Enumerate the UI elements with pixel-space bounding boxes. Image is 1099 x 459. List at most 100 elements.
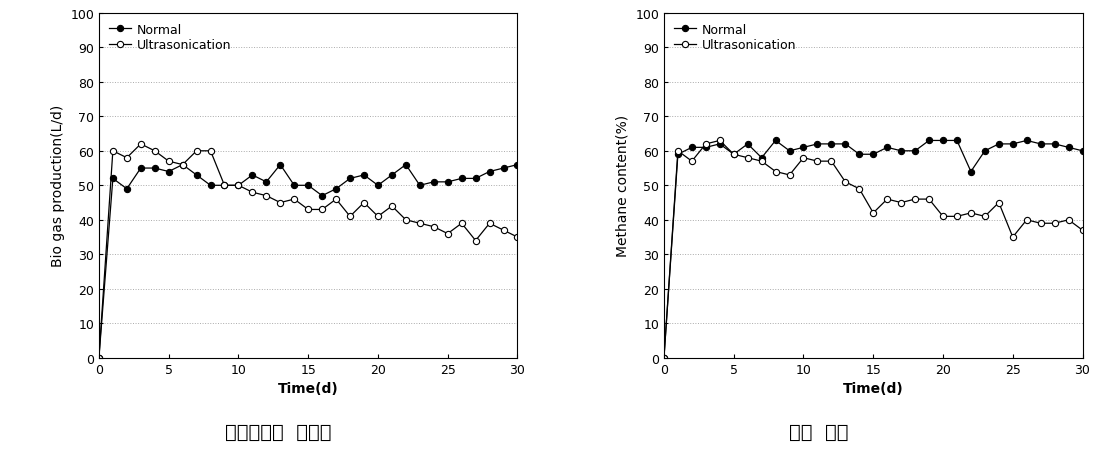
Ultrasonication (176, 162, 189, 168)
Normal (107, 176, 120, 182)
Ultrasonication (288, 197, 301, 202)
Y-axis label: Methane content(%): Methane content(%) (615, 115, 630, 257)
Ultrasonication (1007, 235, 1020, 241)
Ultrasonication (699, 142, 712, 147)
Normal (259, 180, 273, 185)
Ultrasonication (232, 183, 245, 189)
Normal (824, 142, 837, 147)
Ultrasonication (853, 186, 866, 192)
Normal (455, 176, 468, 182)
Line: Ultrasonication: Ultrasonication (660, 138, 1086, 361)
Ultrasonication (936, 214, 950, 220)
Normal (92, 355, 106, 361)
Ultrasonication (713, 139, 726, 144)
Text: 바이오가스  발생량: 바이오가스 발생량 (225, 422, 331, 441)
Ultrasonication (922, 197, 935, 202)
Normal (1007, 142, 1020, 147)
Normal (867, 152, 880, 158)
Ultrasonication (357, 200, 370, 206)
Normal (246, 173, 259, 178)
Ultrasonication (330, 197, 343, 202)
Ultrasonication (428, 224, 441, 230)
Normal (497, 166, 510, 172)
Ultrasonication (686, 159, 699, 165)
Ultrasonication (413, 221, 426, 227)
Normal (399, 162, 412, 168)
Normal (936, 139, 950, 144)
Normal (386, 173, 399, 178)
Ultrasonication (811, 159, 824, 165)
Ultrasonication (909, 197, 922, 202)
Line: Normal: Normal (660, 138, 1086, 361)
Normal (441, 180, 454, 185)
Normal (428, 180, 441, 185)
Normal (190, 173, 203, 178)
Normal (413, 183, 426, 189)
Ultrasonication (951, 214, 964, 220)
Ultrasonication (92, 355, 106, 361)
Normal (671, 152, 685, 158)
Ultrasonication (259, 194, 273, 199)
Ultrasonication (107, 149, 120, 154)
Ultrasonication (992, 200, 1006, 206)
Normal (895, 149, 908, 154)
Ultrasonication (301, 207, 314, 213)
Ultrasonication (441, 231, 454, 237)
Ultrasonication (797, 156, 810, 161)
Normal (232, 183, 245, 189)
Normal (755, 156, 768, 161)
Normal (951, 139, 964, 144)
Normal (204, 183, 218, 189)
Ultrasonication (728, 152, 741, 158)
Normal (1048, 142, 1062, 147)
Normal (686, 145, 699, 151)
Ultrasonication (344, 214, 357, 220)
Ultrasonication (386, 204, 399, 209)
Normal (371, 183, 385, 189)
Normal (769, 139, 782, 144)
Ultrasonication (148, 149, 162, 154)
Ultrasonication (741, 156, 754, 161)
Ultrasonication (1076, 228, 1089, 233)
Ultrasonication (824, 159, 837, 165)
Normal (344, 176, 357, 182)
Normal (482, 169, 496, 175)
Normal (176, 162, 189, 168)
Ultrasonication (1048, 221, 1062, 227)
Normal (782, 149, 796, 154)
Normal (853, 152, 866, 158)
Ultrasonication (964, 211, 977, 216)
Ultrasonication (204, 149, 218, 154)
Legend: Normal, Ultrasonication: Normal, Ultrasonication (106, 20, 235, 56)
Normal (1076, 149, 1089, 154)
Normal (148, 166, 162, 172)
Ultrasonication (657, 355, 670, 361)
Line: Normal: Normal (96, 162, 521, 361)
Ultrasonication (218, 183, 231, 189)
Ultrasonication (274, 200, 287, 206)
Ultrasonication (1062, 218, 1075, 223)
Normal (909, 149, 922, 154)
Ultrasonication (978, 214, 991, 220)
Normal (469, 176, 482, 182)
Ultrasonication (867, 211, 880, 216)
Ultrasonication (315, 207, 329, 213)
X-axis label: Time(d): Time(d) (843, 381, 903, 395)
Normal (741, 142, 754, 147)
Ultrasonication (1020, 218, 1033, 223)
Normal (274, 162, 287, 168)
Normal (288, 183, 301, 189)
Ultrasonication (497, 228, 510, 233)
Ultrasonication (469, 238, 482, 244)
Normal (218, 183, 231, 189)
Ultrasonication (839, 180, 852, 185)
Normal (657, 355, 670, 361)
Normal (880, 145, 893, 151)
Normal (1062, 145, 1075, 151)
Normal (315, 194, 329, 199)
Ultrasonication (782, 173, 796, 178)
Ultrasonication (246, 190, 259, 196)
Ultrasonication (895, 200, 908, 206)
Normal (728, 152, 741, 158)
Ultrasonication (755, 159, 768, 165)
